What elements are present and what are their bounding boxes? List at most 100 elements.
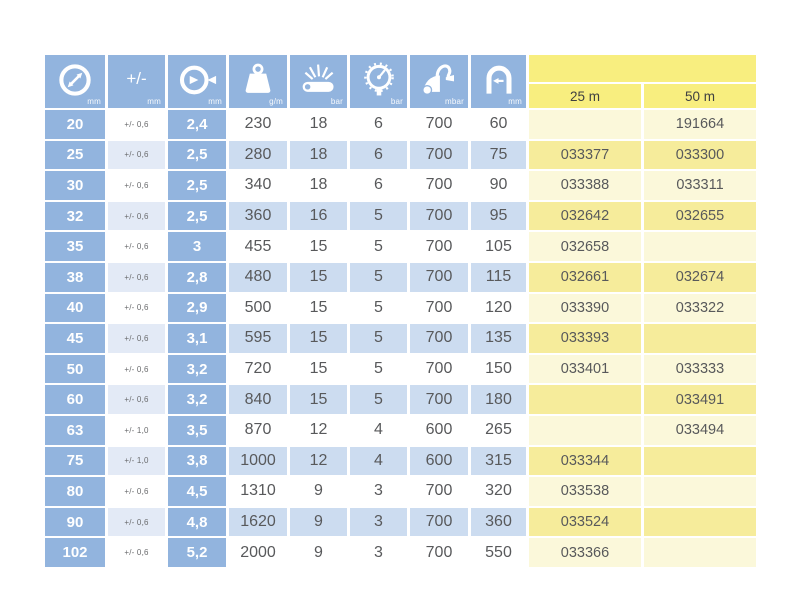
cell-working-pressure: 18 xyxy=(290,110,347,139)
cell-tolerance: +/- 0,6 xyxy=(108,201,165,231)
cell-code-25m: 033344 xyxy=(529,446,641,476)
spec-table: mm +/- mm mm g/m bar xyxy=(45,55,756,567)
cell-code-25m: 033538 xyxy=(529,477,641,506)
cell-vacuum-mbar: 700 xyxy=(410,507,468,537)
cell-wall-thickness: 2,5 xyxy=(168,171,226,200)
cell-code-50m: 033300 xyxy=(644,140,756,170)
cell-working-pressure: 15 xyxy=(290,354,347,384)
cell-code-25m: 032642 xyxy=(529,201,641,231)
header-weight: g/m xyxy=(229,55,287,108)
cell-code-50m: 033311 xyxy=(644,171,756,200)
cell-vacuum-mbar: 700 xyxy=(410,385,468,414)
cell-wall-thickness: 4,5 xyxy=(168,477,226,506)
cell-weight: 1620 xyxy=(229,507,287,537)
cell-weight: 2000 xyxy=(229,538,287,567)
vacuum-icon xyxy=(422,63,454,95)
cell-tolerance: +/- 0,6 xyxy=(108,232,165,261)
cell-code-25m xyxy=(529,415,641,445)
column-header-50m: 50 m xyxy=(644,84,756,108)
cell-diameter: 102 xyxy=(45,538,105,567)
unit-label: g/m xyxy=(269,97,283,106)
cell-wall-thickness: 3,8 xyxy=(168,446,226,476)
cell-vacuum-bar: 5 xyxy=(350,324,407,353)
cell-vacuum-bar: 6 xyxy=(350,171,407,200)
cell-vacuum-bar: 6 xyxy=(350,140,407,170)
unit-label: bar xyxy=(390,97,403,106)
cell-vacuum-bar: 5 xyxy=(350,262,407,292)
cell-bend-radius: 360 xyxy=(471,507,526,537)
cell-code-50m xyxy=(644,538,756,567)
cell-working-pressure: 18 xyxy=(290,140,347,170)
cell-bend-radius: 120 xyxy=(471,293,526,323)
cell-code-50m xyxy=(644,324,756,353)
cell-bend-radius: 75 xyxy=(471,140,526,170)
cell-weight: 360 xyxy=(229,201,287,231)
cell-tolerance: +/- 0,6 xyxy=(108,507,165,537)
cell-diameter: 40 xyxy=(45,293,105,323)
cell-vacuum-bar: 4 xyxy=(350,415,407,445)
cell-vacuum-bar: 5 xyxy=(350,201,407,231)
header-vacuum-pressure: bar xyxy=(350,55,407,108)
cell-vacuum-mbar: 700 xyxy=(410,477,468,506)
cell-tolerance: +/- 0,6 xyxy=(108,538,165,567)
cell-working-pressure: 15 xyxy=(290,262,347,292)
cell-code-50m: 033322 xyxy=(644,293,756,323)
cell-bend-radius: 180 xyxy=(471,385,526,414)
cell-bend-radius: 150 xyxy=(471,354,526,384)
cell-code-50m: 191664 xyxy=(644,110,756,139)
cell-wall-thickness: 2,9 xyxy=(168,293,226,323)
cell-vacuum-bar: 3 xyxy=(350,477,407,506)
cell-code-25m: 033524 xyxy=(529,507,641,537)
cell-code-50m xyxy=(644,507,756,537)
cell-vacuum-mbar: 700 xyxy=(410,140,468,170)
cell-tolerance: +/- 0,6 xyxy=(108,171,165,200)
cell-tolerance: +/- 0,6 xyxy=(108,262,165,292)
cell-wall-thickness: 2,8 xyxy=(168,262,226,292)
cell-code-25m: 033390 xyxy=(529,293,641,323)
cell-vacuum-bar: 3 xyxy=(350,538,407,567)
cell-vacuum-mbar: 700 xyxy=(410,171,468,200)
outer-diameter-icon xyxy=(179,65,217,94)
cell-weight: 500 xyxy=(229,293,287,323)
cell-bend-radius: 95 xyxy=(471,201,526,231)
cell-weight: 1310 xyxy=(229,477,287,506)
cell-code-50m xyxy=(644,232,756,261)
cell-working-pressure: 15 xyxy=(290,324,347,353)
header-bend-radius: mm xyxy=(471,55,526,108)
cell-diameter: 25 xyxy=(45,140,105,170)
cell-vacuum-mbar: 700 xyxy=(410,293,468,323)
cell-code-25m: 033388 xyxy=(529,171,641,200)
cell-wall-thickness: 3 xyxy=(168,232,226,261)
cell-working-pressure: 9 xyxy=(290,507,347,537)
length-header-band xyxy=(529,55,756,82)
unit-label: mm xyxy=(147,97,161,106)
cell-code-50m: 032655 xyxy=(644,201,756,231)
cell-code-50m: 033491 xyxy=(644,385,756,414)
cell-tolerance: +/- 0,6 xyxy=(108,110,165,139)
cell-tolerance: +/- 0,6 xyxy=(108,293,165,323)
cell-wall-thickness: 3,1 xyxy=(168,324,226,353)
cell-wall-thickness: 3,5 xyxy=(168,415,226,445)
unit-label: mm xyxy=(87,97,101,106)
cell-diameter: 75 xyxy=(45,446,105,476)
cell-diameter: 30 xyxy=(45,171,105,200)
cell-tolerance: +/- 1,0 xyxy=(108,446,165,476)
cell-vacuum-mbar: 700 xyxy=(410,354,468,384)
cell-code-50m xyxy=(644,477,756,506)
header-burst-pressure: bar xyxy=(290,55,347,108)
cell-wall-thickness: 2,5 xyxy=(168,140,226,170)
cell-code-25m: 032661 xyxy=(529,262,641,292)
cell-vacuum-mbar: 700 xyxy=(410,232,468,261)
cell-weight: 480 xyxy=(229,262,287,292)
cell-bend-radius: 105 xyxy=(471,232,526,261)
cell-vacuum-bar: 4 xyxy=(350,446,407,476)
cell-tolerance: +/- 0,6 xyxy=(108,477,165,506)
cell-tolerance: +/- 1,0 xyxy=(108,415,165,445)
weight-icon xyxy=(245,63,271,93)
cell-wall-thickness: 5,2 xyxy=(168,538,226,567)
cell-code-50m xyxy=(644,446,756,476)
cell-code-50m: 032674 xyxy=(644,262,756,292)
cell-code-25m: 033377 xyxy=(529,140,641,170)
cell-diameter: 63 xyxy=(45,415,105,445)
cell-code-25m: 033401 xyxy=(529,354,641,384)
